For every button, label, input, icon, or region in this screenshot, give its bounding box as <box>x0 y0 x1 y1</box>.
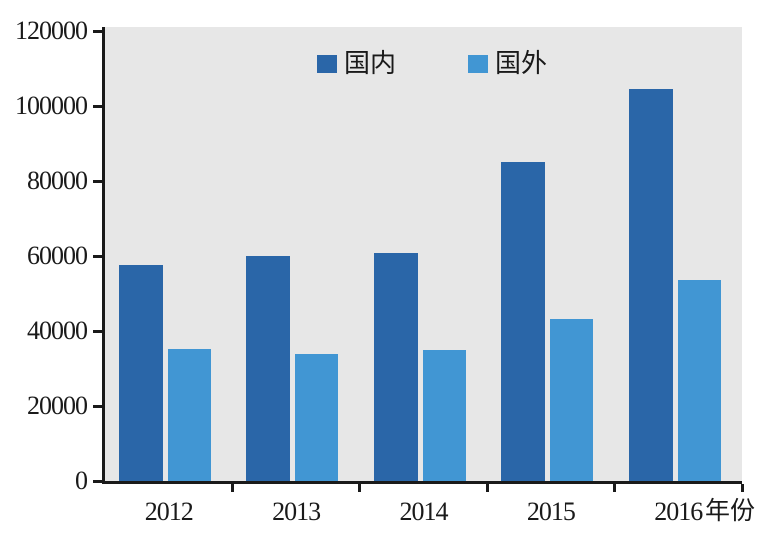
x-tick-mark <box>740 484 744 492</box>
y-tick-label: 40000 <box>27 316 88 345</box>
x-tick-label: 2015 <box>526 497 576 526</box>
legend-item-国外: 国外 <box>468 51 547 77</box>
y-tick-label: 100000 <box>15 91 88 120</box>
bar-国内-2013 <box>246 256 290 481</box>
bar-国外-2014 <box>423 350 466 481</box>
x-tick-mark <box>358 484 362 492</box>
y-tick-mark <box>93 105 102 108</box>
y-tick-mark <box>93 330 102 333</box>
bar-国外-2012 <box>168 349 211 481</box>
y-tick-mark <box>93 405 102 408</box>
y-axis-line <box>102 27 105 484</box>
legend-swatch-icon <box>468 55 489 73</box>
y-tick-label: 20000 <box>27 391 88 420</box>
x-tick-label: 2012 <box>144 497 194 526</box>
y-tick-mark <box>93 480 102 483</box>
legend-swatch-icon <box>317 55 337 73</box>
legend-item-国内: 国内 <box>317 51 396 77</box>
legend: 国内 国外 <box>317 51 547 77</box>
x-axis-line <box>102 481 742 484</box>
y-tick-mark <box>93 255 102 258</box>
x-tick-label: 2016 <box>654 497 703 526</box>
bar-国内-2016 <box>629 89 673 481</box>
legend-label: 国外 <box>495 49 548 78</box>
x-axis-title: 年份 <box>705 498 756 525</box>
bar-国外-2015 <box>550 319 593 481</box>
bar-国内-2012 <box>119 265 163 481</box>
x-tick-mark <box>613 484 617 492</box>
bar-国外-2013 <box>295 354 338 481</box>
y-tick-label: 120000 <box>15 16 88 45</box>
bar-国内-2015 <box>501 162 545 481</box>
y-tick-label: 80000 <box>27 166 88 195</box>
x-tick-mark <box>230 484 234 492</box>
x-tick-label: 2014 <box>399 497 449 526</box>
y-tick-mark <box>93 30 102 33</box>
y-tick-mark <box>93 180 102 183</box>
x-tick-label: 2013 <box>272 497 321 526</box>
bar-国外-2016 <box>678 280 721 481</box>
x-tick-mark <box>485 484 489 492</box>
y-tick-label: 60000 <box>27 241 88 270</box>
legend-label: 国内 <box>344 49 397 78</box>
bar-国内-2014 <box>374 253 418 481</box>
y-tick-label: 0 <box>75 466 88 495</box>
